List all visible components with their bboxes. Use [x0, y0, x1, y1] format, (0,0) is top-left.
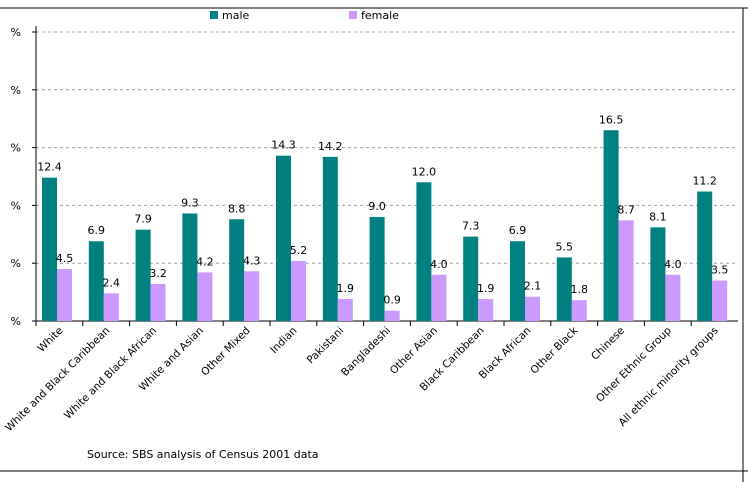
female-value-label: 4.0 — [664, 258, 682, 271]
male-value-label: 6.9 — [88, 224, 106, 237]
male-legend-label: male — [222, 9, 250, 22]
female-value-label: 1.8 — [571, 283, 589, 296]
male-bar — [416, 182, 432, 321]
female-bar — [525, 296, 540, 321]
category-label: Other Asian — [388, 325, 440, 377]
category-label: Other Mixed — [199, 325, 253, 379]
female-value-label: 4.2 — [196, 255, 214, 268]
female-value-label: 3.2 — [149, 267, 167, 280]
male-value-label: 14.2 — [318, 140, 343, 153]
male-value-label: 7.3 — [462, 220, 480, 233]
category-label: Other Black — [528, 324, 581, 377]
female-bar — [665, 274, 681, 321]
category-label: Chinese — [589, 325, 627, 363]
category-label: Pakistani — [305, 325, 347, 367]
female-bar — [150, 284, 166, 321]
male-value-label: 12.4 — [37, 161, 62, 174]
female-bar — [478, 299, 494, 321]
female-bar — [291, 260, 306, 321]
female-value-label: 4.0 — [430, 258, 448, 271]
male-value-label: 5.5 — [556, 240, 574, 253]
category-label: White — [35, 325, 65, 355]
male-value-label: 7.9 — [134, 213, 152, 226]
male-value-label: 12.0 — [412, 165, 437, 178]
female-value-label: 2.1 — [524, 280, 542, 293]
female-bar — [571, 300, 587, 321]
male-bar — [276, 155, 291, 321]
male-bar — [697, 191, 713, 321]
female-bar — [57, 268, 72, 321]
male-legend-swatch — [210, 11, 218, 19]
male-bar — [42, 177, 57, 321]
male-bar — [463, 236, 479, 321]
male-bar — [510, 241, 525, 321]
male-value-label: 9.0 — [368, 200, 386, 213]
y-tick-label: % — [11, 142, 21, 155]
male-value-label: 11.2 — [692, 175, 717, 188]
female-bar — [618, 220, 634, 321]
male-value-label: 8.8 — [228, 202, 246, 215]
y-tick-label: % — [11, 315, 21, 328]
data-labels: 12.4 4.5 6.9 2.4 7.9 3.2 9.3 4.2 8.8 4.3 14.3 5.2 14… — [37, 113, 728, 306]
female-value-label: 3.5 — [711, 264, 729, 277]
male-value-label: 6.9 — [509, 224, 527, 237]
female-bar — [384, 310, 400, 321]
male-bar — [229, 219, 245, 321]
female-legend-label: female — [361, 9, 399, 22]
category-label: Indian — [268, 325, 299, 356]
female-legend-swatch — [349, 11, 357, 19]
male-bar — [556, 257, 572, 321]
female-bar — [431, 274, 447, 321]
female-bar — [712, 280, 728, 321]
legend: male female — [210, 9, 399, 22]
category-label: Bangladeshi — [339, 325, 393, 379]
male-value-label: 14.3 — [271, 139, 296, 152]
y-tick-label: % — [11, 26, 21, 39]
y-tick-label: % — [11, 84, 21, 97]
female-value-label: 0.9 — [383, 294, 401, 307]
female-value-label: 8.7 — [617, 203, 635, 216]
male-bar — [135, 229, 151, 321]
male-value-label: 16.5 — [599, 113, 624, 126]
female-value-label: 4.5 — [56, 252, 74, 265]
y-tick-label: % — [11, 199, 21, 212]
male-value-label: 8.1 — [649, 210, 667, 223]
female-bar — [103, 293, 119, 321]
source-annotation: Source: SBS analysis of Census 2001 data — [87, 448, 319, 461]
male-value-label: 9.3 — [181, 196, 199, 209]
male-bar — [650, 227, 666, 321]
male-bar — [182, 213, 198, 321]
female-value-label: 1.9 — [477, 282, 495, 295]
male-bar — [88, 241, 104, 321]
female-bar — [197, 272, 213, 321]
female-value-label: 2.4 — [103, 276, 121, 289]
female-value-label: 4.3 — [243, 254, 261, 267]
category-label: All ethnic minority groups — [617, 325, 721, 429]
category-label: White and Black African — [62, 325, 159, 422]
female-bar — [337, 299, 353, 321]
female-value-label: 1.9 — [337, 282, 355, 295]
bars — [42, 130, 728, 321]
y-tick-label: % — [11, 257, 21, 270]
male-bar — [322, 156, 338, 321]
male-bar — [603, 130, 619, 321]
male-bar — [369, 216, 385, 321]
female-bar — [244, 271, 260, 321]
female-value-label: 5.2 — [290, 244, 308, 257]
